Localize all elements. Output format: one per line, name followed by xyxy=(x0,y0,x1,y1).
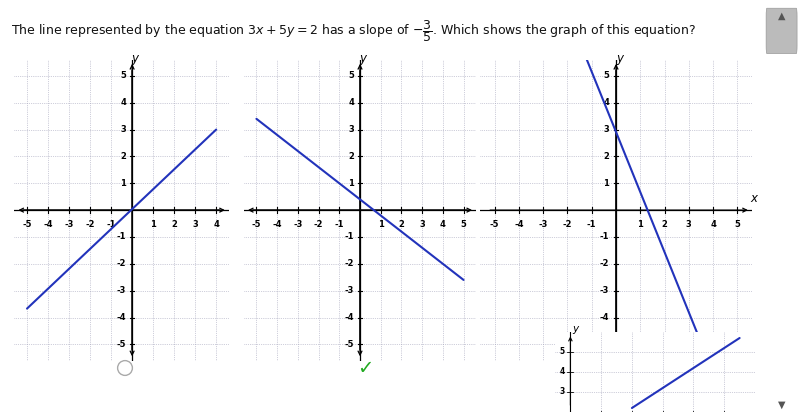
Text: 5: 5 xyxy=(734,220,740,229)
Text: y: y xyxy=(360,52,366,65)
FancyBboxPatch shape xyxy=(766,8,797,54)
Text: -2: -2 xyxy=(345,259,354,268)
Text: -5: -5 xyxy=(22,220,32,229)
Text: 4: 4 xyxy=(559,368,565,377)
Text: -5: -5 xyxy=(117,340,126,349)
Text: 3: 3 xyxy=(419,220,425,229)
Text: 1: 1 xyxy=(603,179,610,188)
Text: -4: -4 xyxy=(117,313,126,322)
Text: ▲: ▲ xyxy=(778,10,786,20)
Text: y: y xyxy=(572,324,578,334)
Text: ▼: ▼ xyxy=(778,400,786,410)
Text: 5: 5 xyxy=(120,71,126,80)
Text: -1: -1 xyxy=(117,232,126,241)
Text: 5: 5 xyxy=(603,71,610,80)
Text: 1: 1 xyxy=(348,179,354,188)
Text: -1: -1 xyxy=(600,232,610,241)
Text: -2: -2 xyxy=(314,220,323,229)
Text: -1: -1 xyxy=(587,220,597,229)
Text: -3: -3 xyxy=(293,220,302,229)
Text: 5: 5 xyxy=(560,347,565,356)
Text: 3: 3 xyxy=(192,220,198,229)
Text: -2: -2 xyxy=(600,259,610,268)
Text: -1: -1 xyxy=(345,232,354,241)
Text: 2: 2 xyxy=(120,152,126,161)
Text: 2: 2 xyxy=(398,220,404,229)
Text: 4: 4 xyxy=(440,220,446,229)
Text: 4: 4 xyxy=(710,220,716,229)
Text: -5: -5 xyxy=(600,340,610,349)
Text: 1: 1 xyxy=(638,220,643,229)
Text: -5: -5 xyxy=(490,220,499,229)
Text: 4: 4 xyxy=(603,98,610,107)
Text: -2: -2 xyxy=(117,259,126,268)
Text: 4: 4 xyxy=(120,98,126,107)
Text: 3: 3 xyxy=(559,388,565,396)
Text: 5: 5 xyxy=(461,220,466,229)
Text: 4: 4 xyxy=(348,98,354,107)
Text: ✓: ✓ xyxy=(357,358,373,377)
Text: 1: 1 xyxy=(378,220,384,229)
Text: The line represented by the equation $3x + 5y = 2$ has a slope of $-\dfrac{3}{5}: The line represented by the equation $3x… xyxy=(11,18,697,44)
Text: -1: -1 xyxy=(106,220,116,229)
Text: 5: 5 xyxy=(348,71,354,80)
Text: -4: -4 xyxy=(600,313,610,322)
Text: -4: -4 xyxy=(43,220,53,229)
Text: 3: 3 xyxy=(686,220,692,229)
Text: -5: -5 xyxy=(345,340,354,349)
Text: 3: 3 xyxy=(121,125,126,134)
Text: 2: 2 xyxy=(603,152,610,161)
Text: 2: 2 xyxy=(171,220,177,229)
Text: -4: -4 xyxy=(272,220,282,229)
Text: -2: -2 xyxy=(86,220,95,229)
Text: -4: -4 xyxy=(514,220,524,229)
Text: x: x xyxy=(750,192,758,205)
Text: -3: -3 xyxy=(117,286,126,295)
Text: -3: -3 xyxy=(64,220,74,229)
Text: -5: -5 xyxy=(252,220,261,229)
Text: y: y xyxy=(132,52,138,65)
Text: -3: -3 xyxy=(538,220,548,229)
Text: 2: 2 xyxy=(348,152,354,161)
Text: 3: 3 xyxy=(603,125,610,134)
Text: y: y xyxy=(616,52,623,65)
Text: -1: -1 xyxy=(334,220,344,229)
Text: -4: -4 xyxy=(345,313,354,322)
Text: -3: -3 xyxy=(600,286,610,295)
Text: 1: 1 xyxy=(150,220,156,229)
Text: 3: 3 xyxy=(349,125,354,134)
Text: 1: 1 xyxy=(120,179,126,188)
Text: -3: -3 xyxy=(345,286,354,295)
Text: 4: 4 xyxy=(214,220,219,229)
Text: -2: -2 xyxy=(562,220,572,229)
Text: 2: 2 xyxy=(662,220,667,229)
